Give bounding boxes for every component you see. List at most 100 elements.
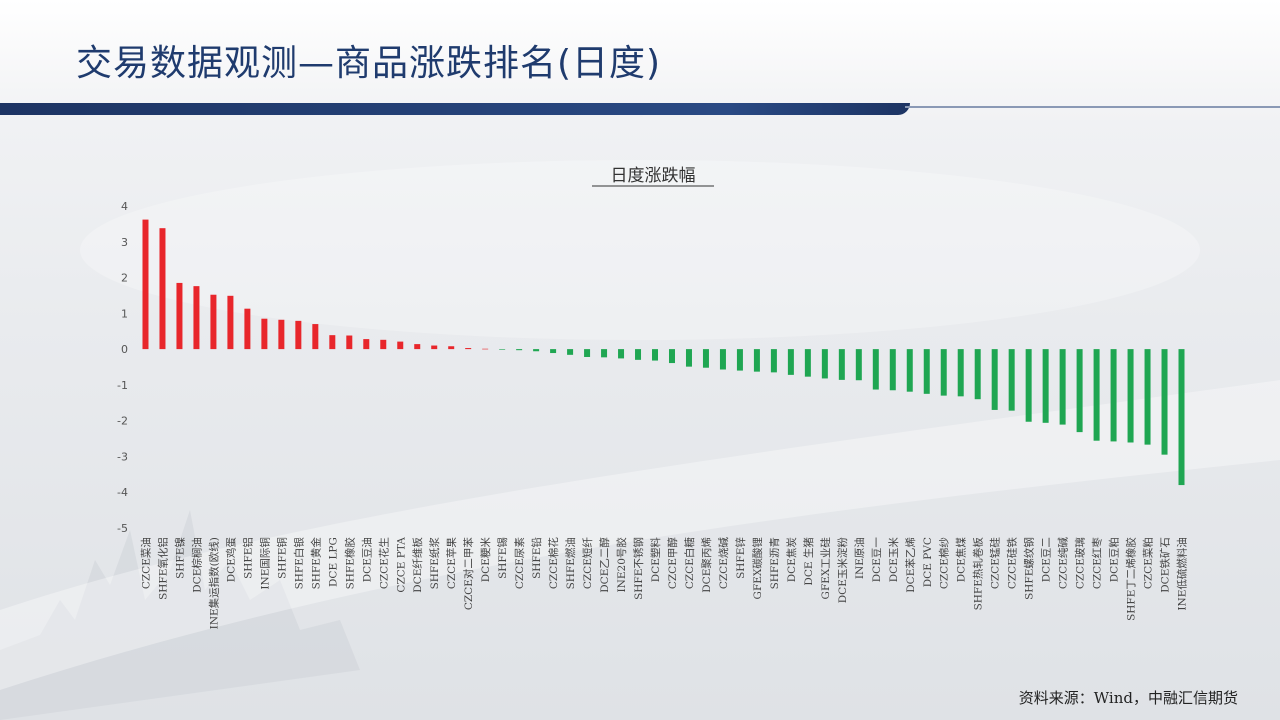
bar bbox=[974, 349, 981, 400]
x-tick-label: DCE玉米淀粉 bbox=[836, 537, 849, 604]
bar bbox=[787, 349, 794, 375]
bar bbox=[346, 335, 353, 350]
bar bbox=[1144, 349, 1151, 445]
x-tick-label: CZCE硅铁 bbox=[1006, 537, 1019, 590]
bar bbox=[329, 335, 336, 350]
source-note: 资料来源：Wind，中融汇信期货 bbox=[1018, 689, 1238, 707]
x-tick-label: INE原油 bbox=[853, 537, 866, 579]
x-tick-label: CZCE棉花 bbox=[547, 537, 560, 590]
x-tick-label: CZCE苹果 bbox=[445, 537, 458, 590]
x-tick-label: CZCE锰硅 bbox=[989, 537, 1002, 590]
bar bbox=[1110, 349, 1117, 442]
chart-title: 日度涨跌幅 bbox=[611, 166, 696, 186]
bar bbox=[448, 346, 455, 350]
y-tick-label: 3 bbox=[121, 236, 128, 249]
x-tick-label: INE国际铜 bbox=[259, 537, 271, 590]
bar bbox=[702, 349, 709, 368]
x-tick-label: SHFE白银 bbox=[292, 537, 305, 590]
bar bbox=[872, 349, 879, 390]
x-tick-label: SHFE橡胶 bbox=[343, 537, 356, 590]
y-axis: 4 3 2 1 0 -1 -2 -3 -4 -5 bbox=[117, 200, 128, 535]
bar bbox=[278, 319, 285, 350]
x-tick-label: CZCE尿素 bbox=[513, 537, 526, 589]
header-band bbox=[0, 0, 1280, 120]
bar bbox=[889, 349, 896, 391]
bar bbox=[906, 349, 913, 392]
page-title: 交易数据观测—商品涨跌排名(日度) bbox=[76, 43, 662, 84]
bar bbox=[940, 349, 947, 396]
x-tick-label: CZCE PTA bbox=[395, 537, 407, 593]
x-tick-label: CZCE棉纱 bbox=[938, 537, 951, 590]
y-tick-label: 4 bbox=[121, 200, 128, 213]
x-tick-label: DCE豆一 bbox=[871, 537, 883, 583]
bar bbox=[414, 344, 421, 350]
bar bbox=[1042, 349, 1049, 423]
y-tick-label: 1 bbox=[121, 307, 128, 320]
bar bbox=[261, 318, 268, 350]
x-tick-label: DCE铁矿石 bbox=[1159, 537, 1172, 593]
x-tick-label: SHFE镍 bbox=[173, 537, 186, 579]
x-tick-label: DCE 生猪 bbox=[802, 537, 815, 586]
bar bbox=[533, 349, 540, 352]
y-tick-label: -4 bbox=[117, 486, 128, 499]
bar bbox=[1025, 349, 1032, 422]
x-tick-label: CZCE对二甲苯 bbox=[462, 537, 475, 611]
x-tick-label: SHFE锡 bbox=[496, 537, 509, 579]
x-tick-label: SHFE热轧卷板 bbox=[972, 537, 985, 611]
bar bbox=[210, 294, 217, 350]
bar bbox=[431, 345, 438, 350]
bar bbox=[804, 349, 811, 377]
bar bbox=[1059, 349, 1066, 425]
bar bbox=[295, 320, 302, 350]
x-tick-label: CZCE短纤 bbox=[581, 537, 594, 590]
y-tick-label: 2 bbox=[121, 272, 128, 285]
bar bbox=[363, 339, 370, 350]
x-tick-label: CZCE花生 bbox=[377, 537, 390, 589]
x-tick-label: GFEX工业硅 bbox=[819, 537, 832, 600]
y-tick-label: -1 bbox=[117, 379, 128, 392]
x-tick-label: DCE鸡蛋 bbox=[224, 537, 237, 583]
bar bbox=[685, 349, 692, 367]
x-tick-label: CZCE菜粕 bbox=[1142, 537, 1155, 589]
bar bbox=[668, 349, 675, 364]
x-tick-label: SHFE铅 bbox=[530, 537, 543, 579]
x-tick-label: INE20号胶 bbox=[615, 537, 628, 593]
x-tick-label: SHFE丁二烯橡胶 bbox=[1125, 537, 1138, 621]
x-tick-label: CZCE甲醇 bbox=[666, 537, 679, 590]
x-tick-label: SHFE不锈钢 bbox=[632, 537, 645, 600]
bar bbox=[1178, 349, 1185, 486]
bar bbox=[176, 282, 183, 350]
bar bbox=[736, 349, 743, 371]
x-axis: CZCE菜油 SHFE氧化铝 SHFE镍 DCE棕榈油 INE集运指数(欧线) DCE鸡蛋… bbox=[139, 537, 1188, 630]
x-tick-label: DCE塑料 bbox=[649, 537, 662, 583]
y-tick-label: 0 bbox=[121, 343, 128, 356]
x-tick-label: CZCE玻璃 bbox=[1074, 537, 1087, 589]
bar bbox=[601, 349, 608, 358]
bar bbox=[159, 228, 166, 350]
x-tick-label: DCE棕榈油 bbox=[190, 537, 203, 593]
y-tick-label: -3 bbox=[117, 450, 128, 463]
x-tick-label: SHFE燃油 bbox=[564, 537, 577, 589]
x-tick-label: CZCE白糖 bbox=[683, 537, 696, 590]
bar bbox=[652, 349, 659, 361]
x-tick-label: DCE玉米 bbox=[887, 537, 900, 583]
x-tick-label: SHFE铜 bbox=[276, 537, 288, 579]
x-tick-label: CZCE纯碱 bbox=[1057, 537, 1070, 590]
bar bbox=[244, 308, 251, 350]
x-tick-label: DCE纤维板 bbox=[411, 537, 424, 593]
bar bbox=[516, 349, 523, 351]
bar bbox=[142, 219, 149, 350]
y-tick-label: -5 bbox=[117, 522, 128, 535]
x-tick-label: SHFE氧化铝 bbox=[156, 537, 169, 600]
bar bbox=[1076, 349, 1083, 433]
bar bbox=[550, 349, 557, 354]
bar bbox=[991, 349, 998, 410]
x-tick-label: SHFE沥青 bbox=[768, 537, 781, 589]
x-tick-label: GFEX碳酸锂 bbox=[751, 537, 764, 600]
x-tick-label: CZCE烧碱 bbox=[717, 537, 730, 590]
bar bbox=[380, 339, 387, 350]
bar bbox=[567, 349, 574, 355]
x-tick-label: SHFE铝 bbox=[241, 537, 254, 579]
bar bbox=[1127, 349, 1134, 443]
